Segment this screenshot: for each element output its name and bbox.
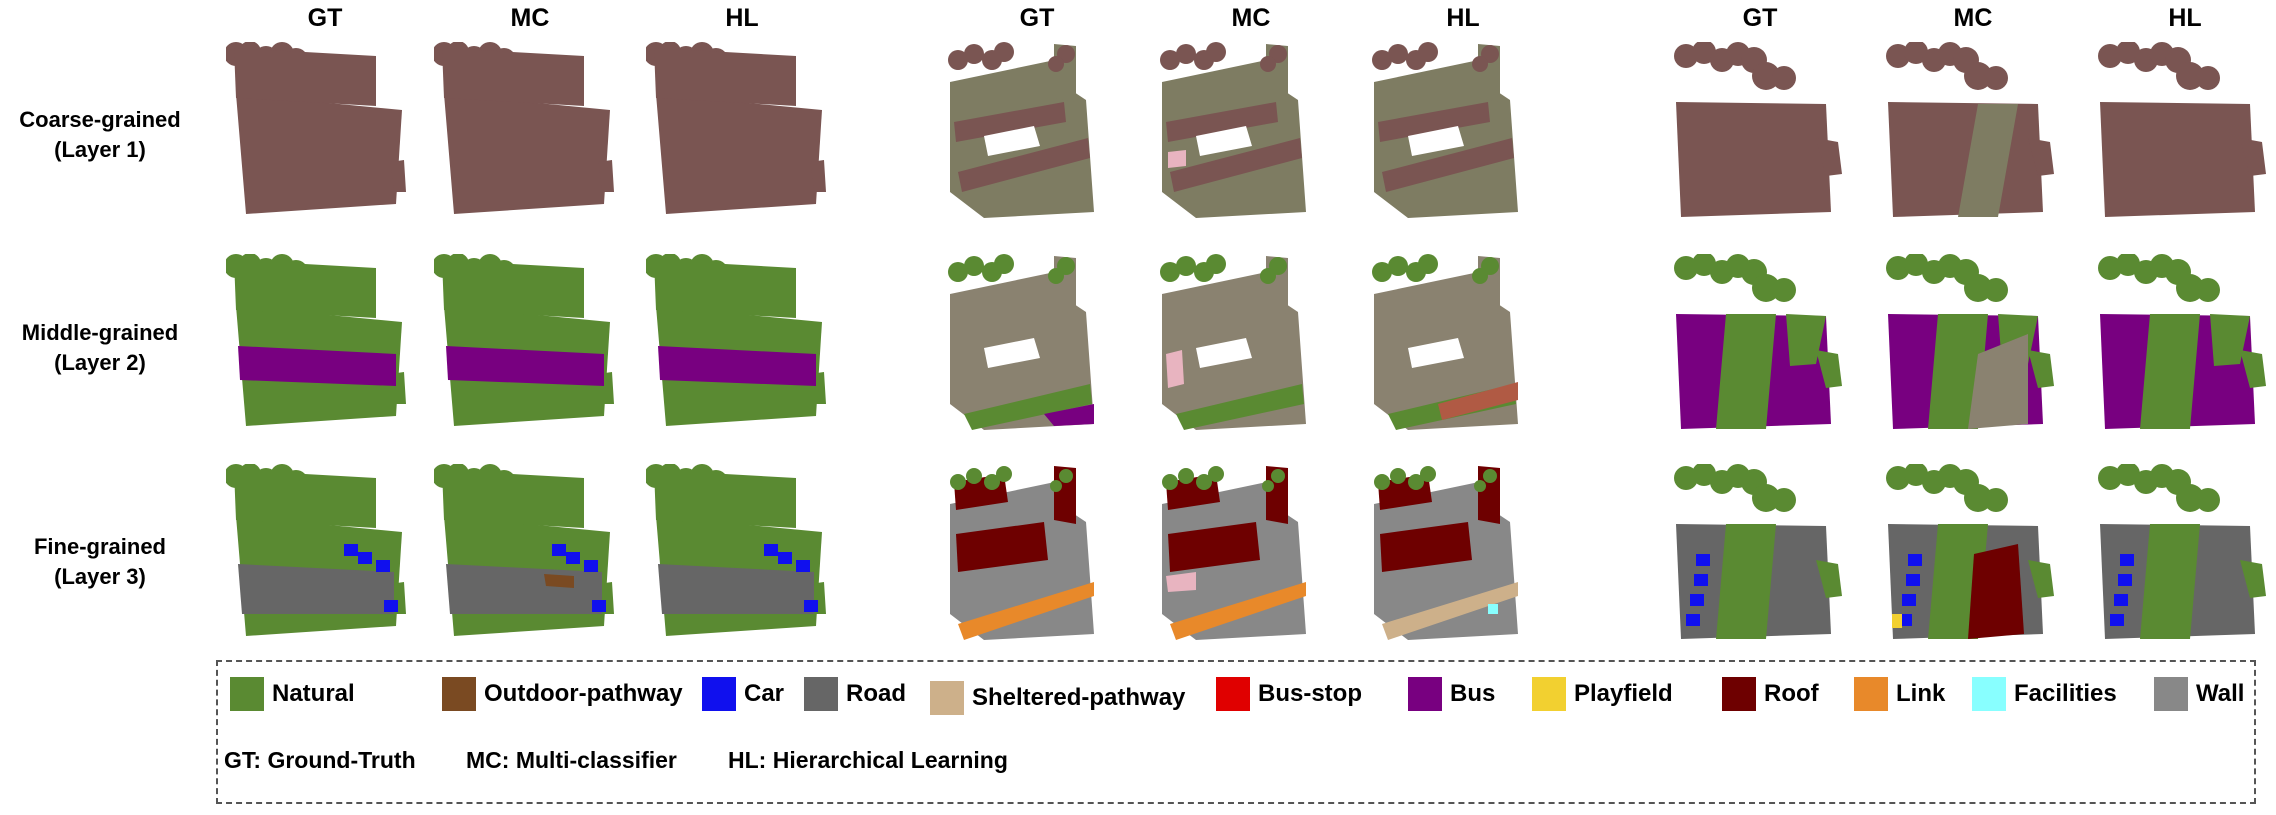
legend-label: Facilities <box>2014 680 2117 707</box>
column-header-gt: GT <box>307 4 343 32</box>
point-cloud-coarse-scene1-gt <box>226 42 406 227</box>
abbreviation-hl: HL: Hierarchical Learning <box>728 747 1008 773</box>
legend-swatch-natural <box>230 677 264 711</box>
point-cloud-coarse-scene2-mc <box>1156 42 1336 227</box>
legend-box: Natural Outdoor-pathway Car Road Sheltered-p… <box>216 660 2256 804</box>
legend-label: Wall <box>2196 680 2245 707</box>
legend-item-natural: Natural <box>230 676 355 712</box>
legend-swatch-car <box>702 677 736 711</box>
legend-swatch-wall <box>2154 677 2188 711</box>
column-header-mc: MC <box>510 4 550 32</box>
point-cloud-fine-scene3-mc <box>1878 464 2058 649</box>
legend-swatch-facilities <box>1972 677 2006 711</box>
legend-swatch-sheltered-pathway <box>930 681 964 715</box>
legend-label: Bus <box>1450 680 1496 707</box>
column-header-mc: MC <box>1231 4 1271 32</box>
point-cloud-fine-scene2-gt <box>944 464 1124 649</box>
row-label-layer: (Layer 3) <box>54 564 146 589</box>
row-label-layer: (Layer 1) <box>54 137 146 162</box>
point-cloud-middle-scene1-mc <box>434 254 614 439</box>
legend-label: Roof <box>1764 680 1819 707</box>
point-cloud-middle-scene3-mc <box>1878 254 2058 439</box>
column-header-mc: MC <box>1953 4 1993 32</box>
legend-swatch-roof <box>1722 677 1756 711</box>
legend-item-bus: Bus <box>1408 676 1495 712</box>
legend-item-outdoor-pathway: Outdoor-pathway <box>442 676 683 712</box>
row-label-title: Coarse-grained <box>19 107 181 132</box>
point-cloud-fine-scene1-mc <box>434 464 614 649</box>
point-cloud-coarse-scene2-hl <box>1368 42 1548 227</box>
legend-item-link: Link <box>1854 676 1945 712</box>
legend-label: Bus-stop <box>1258 680 1362 707</box>
point-cloud-fine-scene2-hl <box>1368 464 1548 649</box>
point-cloud-fine-scene1-hl <box>646 464 826 649</box>
legend-label: Link <box>1896 680 1946 707</box>
legend-swatch-road <box>804 677 838 711</box>
legend-label: Playfield <box>1574 680 1673 707</box>
legend-swatch-outdoor-pathway <box>442 677 476 711</box>
point-cloud-middle-scene2-gt <box>944 254 1124 439</box>
legend-swatch-bus-stop <box>1216 677 1250 711</box>
legend-item-car: Car <box>702 676 784 712</box>
row-label-fine: Fine-grained (Layer 3) <box>0 532 200 592</box>
point-cloud-middle-scene1-gt <box>226 254 406 439</box>
legend-item-roof: Roof <box>1722 676 1819 712</box>
point-cloud-coarse-scene3-gt <box>1666 42 1846 227</box>
column-header-hl: HL <box>725 4 759 32</box>
legend-item-facilities: Facilities <box>1972 676 2117 712</box>
point-cloud-coarse-scene1-mc <box>434 42 614 227</box>
legend-item-bus-stop: Bus-stop <box>1216 676 1362 712</box>
point-cloud-middle-scene1-hl <box>646 254 826 439</box>
legend-label: Sheltered-pathway <box>972 684 1186 711</box>
legend-label: Outdoor-pathway <box>484 680 683 707</box>
point-cloud-fine-scene3-hl <box>2090 464 2270 649</box>
legend-item-sheltered-pathway: Sheltered-pathway <box>930 680 1185 716</box>
legend-item-playfield: Playfield <box>1532 676 1673 712</box>
point-cloud-coarse-scene3-hl <box>2090 42 2270 227</box>
point-cloud-fine-scene1-gt <box>226 464 406 649</box>
point-cloud-coarse-scene2-gt <box>944 42 1124 227</box>
point-cloud-middle-scene2-hl <box>1368 254 1548 439</box>
column-header-hl: HL <box>1446 4 1480 32</box>
row-label-title: Fine-grained <box>33 534 166 559</box>
column-header-gt: GT <box>1742 4 1778 32</box>
legend-item-road: Road <box>804 676 906 712</box>
abbreviation-mc: MC: Multi-classifier <box>466 747 677 773</box>
column-header-gt: GT <box>1019 4 1055 32</box>
legend-label: Natural <box>272 680 355 707</box>
row-label-layer: (Layer 2) <box>54 350 146 375</box>
column-header-hl: HL <box>2168 4 2202 32</box>
abbreviation-gt: GT: Ground-Truth <box>224 747 416 773</box>
point-cloud-middle-scene3-gt <box>1666 254 1846 439</box>
legend-swatch-bus <box>1408 677 1442 711</box>
point-cloud-coarse-scene3-mc <box>1878 42 2058 227</box>
point-cloud-fine-scene2-mc <box>1156 464 1336 649</box>
row-label-middle: Middle-grained (Layer 2) <box>0 318 200 378</box>
row-label-coarse: Coarse-grained (Layer 1) <box>0 105 200 165</box>
point-cloud-middle-scene2-mc <box>1156 254 1336 439</box>
point-cloud-middle-scene3-hl <box>2090 254 2270 439</box>
legend-item-wall: Wall <box>2154 676 2244 712</box>
legend-swatch-playfield <box>1532 677 1566 711</box>
point-cloud-coarse-scene1-hl <box>646 42 826 227</box>
legend-label: Car <box>744 680 785 707</box>
point-cloud-fine-scene3-gt <box>1666 464 1846 649</box>
row-label-title: Middle-grained <box>21 320 179 345</box>
legend-label: Road <box>846 680 906 707</box>
legend-swatch-link <box>1854 677 1888 711</box>
